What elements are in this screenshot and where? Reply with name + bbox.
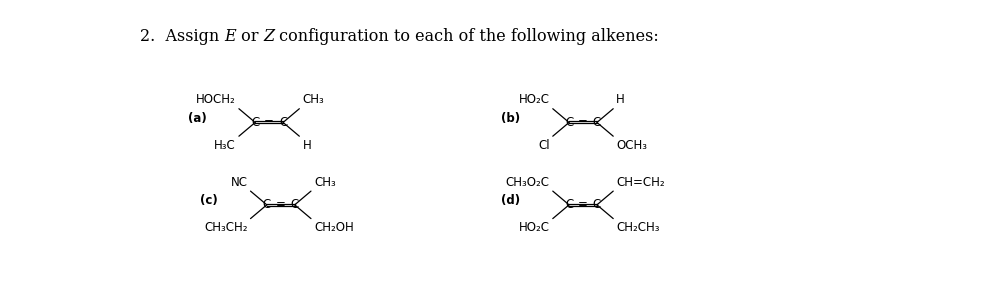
Text: CH₂CH₃: CH₂CH₃ <box>617 221 660 234</box>
Text: (d): (d) <box>501 194 520 207</box>
Text: HOCH₂: HOCH₂ <box>196 93 235 106</box>
Text: =: = <box>276 198 286 211</box>
Text: C: C <box>252 116 260 129</box>
Text: E: E <box>224 28 235 45</box>
Text: =: = <box>578 116 588 129</box>
Text: C: C <box>263 198 271 211</box>
Text: C: C <box>565 116 573 129</box>
Text: or: or <box>235 28 264 45</box>
Text: C: C <box>279 116 287 129</box>
Text: NC: NC <box>230 176 247 189</box>
Text: C: C <box>593 116 601 129</box>
Text: CH₃CH₂: CH₃CH₂ <box>204 221 247 234</box>
Text: C: C <box>291 198 299 211</box>
Text: HO₂C: HO₂C <box>519 93 549 106</box>
Text: (c): (c) <box>200 194 218 207</box>
Text: (b): (b) <box>501 112 520 125</box>
Text: configuration to each of the following alkenes:: configuration to each of the following a… <box>275 28 659 45</box>
Text: CH₃: CH₃ <box>314 176 336 189</box>
Text: Z: Z <box>264 28 275 45</box>
Text: H: H <box>617 93 625 106</box>
Text: H: H <box>303 138 311 151</box>
Text: CH₃O₂C: CH₃O₂C <box>506 176 549 189</box>
Text: C: C <box>593 198 601 211</box>
Text: 2.  Assign: 2. Assign <box>140 28 224 45</box>
Text: C: C <box>565 198 573 211</box>
Text: =: = <box>265 116 274 129</box>
Text: CH₂OH: CH₂OH <box>314 221 354 234</box>
Text: HO₂C: HO₂C <box>519 221 549 234</box>
Text: H₃C: H₃C <box>214 138 235 151</box>
Text: OCH₃: OCH₃ <box>617 138 647 151</box>
Text: CH₃: CH₃ <box>303 93 324 106</box>
Text: =: = <box>578 198 588 211</box>
Text: CH=CH₂: CH=CH₂ <box>617 176 665 189</box>
Text: Cl: Cl <box>538 138 549 151</box>
Text: (a): (a) <box>187 112 206 125</box>
